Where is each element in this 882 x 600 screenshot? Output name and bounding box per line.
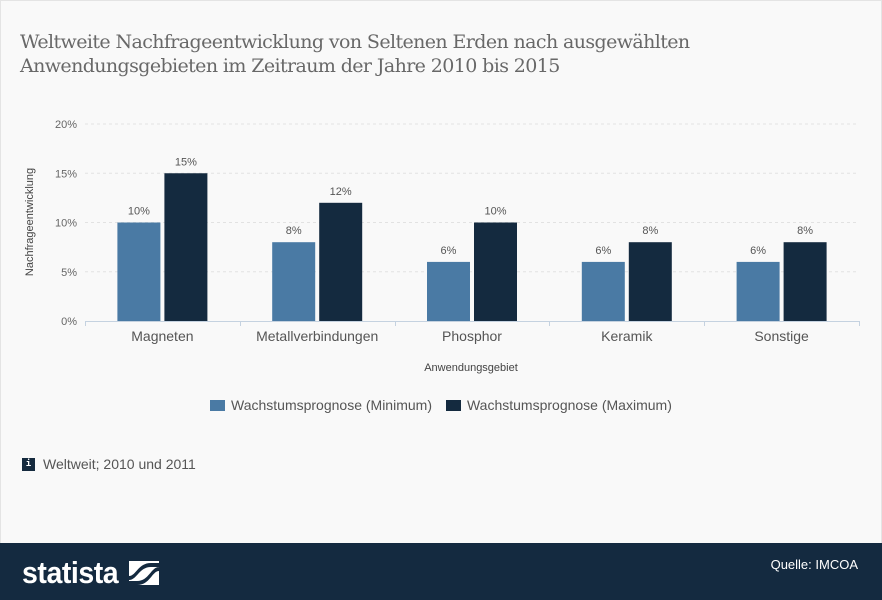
data-label: 8% [286, 225, 302, 237]
bar-maximum [164, 173, 208, 321]
note-text: Weltweit; 2010 und 2011 [43, 456, 196, 472]
y-axis-title: Nachfrageentwicklung [24, 168, 36, 276]
statista-logo[interactable]: statista [22, 555, 159, 591]
data-label: 10% [128, 206, 150, 218]
grid-lines [85, 123, 859, 273]
info-icon[interactable]: i [22, 457, 35, 471]
chart-title: Weltweite Nachfrageentwicklung von Selte… [20, 31, 690, 77]
bar-minimum [581, 261, 625, 321]
x-axis-title: Anwendungsgebiet [424, 362, 518, 374]
brand-name: statista [22, 555, 119, 590]
legend-swatch-minimum [210, 399, 225, 411]
y-tick-label: 10% [55, 218, 77, 230]
bars [117, 173, 827, 321]
chart-note: i Weltweit; 2010 und 2011 [22, 456, 196, 472]
bar-minimum [272, 242, 316, 321]
data-labels: 10% 15% 8% 12% 6% 10% 6% 8% 6% 8% [128, 156, 813, 257]
source-text: Quelle: IMCOA [770, 557, 858, 572]
data-label: 6% [441, 245, 457, 257]
y-tick-label: 5% [61, 267, 77, 279]
data-label: 6% [750, 245, 766, 257]
data-label: 6% [595, 245, 611, 257]
x-tick-label: Phosphor [442, 328, 502, 344]
data-label: 10% [484, 206, 506, 218]
legend-swatch-maximum [445, 399, 461, 411]
bar-minimum [427, 261, 470, 321]
bar-maximum [783, 242, 827, 321]
data-label: 8% [797, 225, 813, 237]
bar-maximum [628, 242, 672, 321]
x-axis: Magneten Metallverbindungen Phosphor Kerami… [85, 321, 860, 344]
x-tick-label: Keramik [601, 328, 653, 344]
bar-minimum [736, 261, 780, 321]
bar-chart: 0% 5% 10% 15% 20% 10% 15% 8% 12% 6% 10% 6% 8% 6% 8% M… [24, 119, 860, 374]
x-tick-label: Sonstige [754, 328, 809, 344]
x-tick-label: Metallverbindungen [256, 328, 378, 344]
y-axis-ticks: 0% 5% 10% 15% 20% [55, 119, 77, 328]
data-label: 12% [330, 186, 352, 198]
bar-minimum [117, 222, 161, 321]
bar-maximum [319, 202, 363, 321]
legend-item-maximum[interactable]: Wachstumsprognose (Maximum) [445, 397, 672, 413]
legend: Wachstumsprognose (Minimum) Wachstumspro… [210, 397, 672, 413]
footer: statista Quelle: IMCOA [0, 543, 882, 600]
y-tick-label: 20% [55, 119, 77, 131]
legend-label-minimum: Wachstumsprognose (Minimum) [231, 397, 432, 413]
data-label: 15% [175, 156, 197, 168]
x-tick-label: Magneten [131, 328, 193, 344]
statista-logo-icon [128, 561, 159, 585]
legend-item-minimum[interactable]: Wachstumsprognose (Minimum) [210, 397, 432, 413]
y-tick-label: 15% [55, 168, 77, 180]
bar-maximum [474, 222, 517, 321]
legend-label-maximum: Wachstumsprognose (Maximum) [466, 397, 672, 413]
data-label: 8% [642, 225, 658, 237]
y-tick-label: 0% [61, 316, 77, 328]
